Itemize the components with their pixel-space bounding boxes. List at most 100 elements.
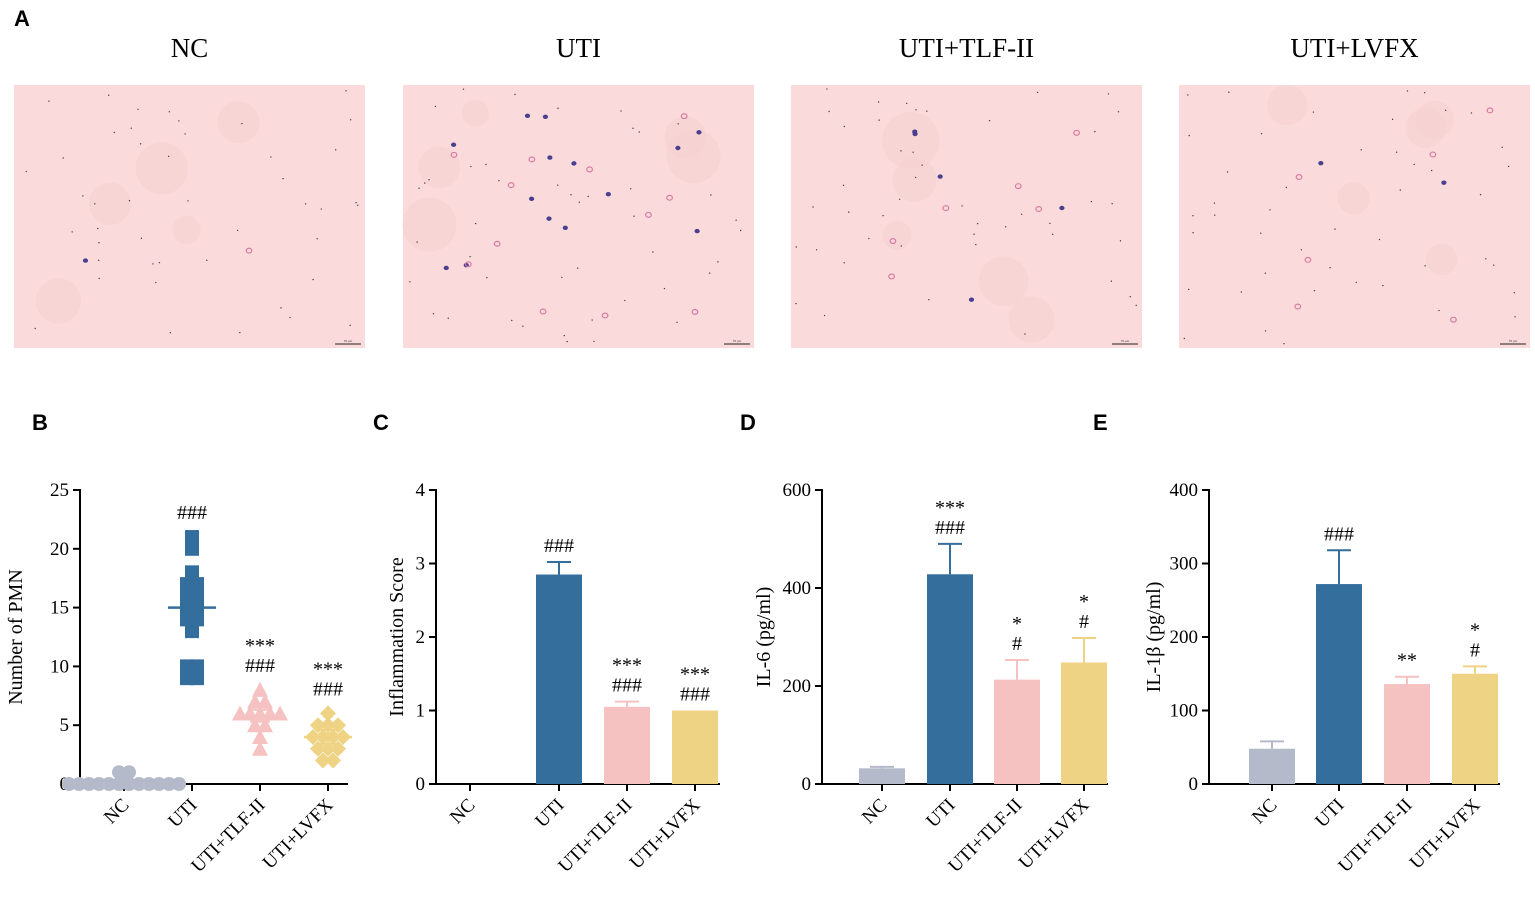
y-tick-label: 400: [1170, 480, 1199, 501]
y-tick-label: 4: [416, 480, 426, 501]
significance-label: ***: [245, 635, 275, 657]
x-tick-label-uti-lvfx: UTI+LVFX: [626, 794, 705, 873]
data-point: [257, 717, 273, 733]
debris-speck: [1117, 111, 1120, 113]
y-tick-label: 3: [416, 554, 426, 575]
debris-speck: [1004, 226, 1007, 228]
micrograph-title: UTI+LVFX: [1290, 33, 1419, 63]
pmn-cell: [546, 216, 552, 221]
debris-speck: [1188, 288, 1190, 291]
cell-outline: [889, 238, 897, 245]
micrograph-uti-tlf-ii: UTI+TLF-II 70 μm: [791, 33, 1142, 348]
bar-nc: [859, 768, 905, 784]
bar-nc: [1249, 748, 1295, 784]
debris-speck: [1391, 118, 1394, 121]
debris-speck: [576, 267, 579, 269]
debris-speck: [140, 237, 143, 240]
y-tick-label: 25: [50, 480, 69, 501]
debris-speck: [630, 188, 632, 190]
debris-speck: [1020, 213, 1023, 215]
debris-speck: [447, 317, 449, 319]
debris-speck: [717, 261, 719, 263]
debris-speck: [591, 319, 593, 321]
debris-speck: [900, 245, 902, 247]
debris-speck: [1444, 109, 1447, 112]
y-tick-label: 600: [783, 480, 812, 501]
debris-speck: [1264, 272, 1267, 274]
debris-speck: [812, 206, 814, 208]
debris-speck: [1285, 186, 1288, 189]
tissue-blotch: [882, 111, 940, 170]
debris-speck: [1183, 337, 1185, 340]
cell-outline: [1014, 183, 1022, 190]
tissue-blotch: [882, 221, 912, 250]
debris-speck: [97, 259, 100, 262]
x-tick-label-uti: UTI: [1311, 795, 1348, 832]
significance-label: *: [1470, 619, 1480, 641]
data-point: [320, 705, 336, 722]
debris-speck: [1260, 232, 1262, 234]
debris-speck: [282, 177, 284, 180]
debris-speck: [976, 222, 979, 225]
debris-speck: [34, 327, 36, 330]
debris-speck: [921, 164, 923, 166]
debris-speck: [178, 120, 180, 122]
cell-outline: [888, 273, 896, 280]
debris-speck: [1507, 165, 1510, 168]
debris-speck: [498, 179, 500, 182]
y-axis-title: IL-6 (pg/ml): [753, 587, 775, 688]
x-tick-label-nc: NC: [858, 795, 892, 829]
pmn-cell: [528, 196, 535, 202]
debris-speck: [1485, 258, 1487, 260]
x-tick-label-uti-lvfx: UTI+LVFX: [1406, 794, 1485, 873]
cell-outline: [1295, 174, 1303, 181]
debris-speck: [1110, 280, 1113, 282]
debris-speck: [1192, 232, 1194, 234]
debris-speck: [98, 242, 100, 244]
y-tick-label: 200: [1170, 627, 1199, 648]
debris-speck: [169, 332, 172, 334]
pmn-cell: [562, 225, 568, 231]
debris-speck: [1264, 330, 1267, 332]
debris-speck: [1406, 90, 1409, 92]
debris-speck: [677, 123, 679, 125]
cell-outline: [666, 194, 673, 201]
debris-speck: [139, 143, 142, 145]
bar-uti: [536, 574, 582, 784]
significance-label: *: [1012, 613, 1022, 635]
debris-speck: [108, 94, 110, 96]
bar-uti-lvfx: [672, 710, 718, 784]
debris-speck: [48, 100, 50, 102]
debris-speck: [289, 316, 291, 319]
bar-uti-tlf-ii: [994, 679, 1040, 784]
tissue-blotch: [135, 142, 188, 195]
y-axis-title: Inflammation Score: [386, 557, 408, 717]
debris-speck: [914, 176, 917, 179]
debris-speck: [187, 200, 189, 202]
debris-speck: [25, 170, 27, 173]
debris-speck: [486, 276, 488, 279]
tissue-blotch: [1337, 182, 1370, 215]
debris-speck: [158, 261, 161, 264]
cell-outline: [507, 182, 515, 189]
debris-speck: [1228, 91, 1230, 93]
debris-speck: [912, 151, 914, 153]
debris-speck: [137, 108, 139, 111]
debris-speck: [184, 133, 186, 135]
debris-speck: [1260, 133, 1263, 135]
debris-speck: [652, 251, 654, 253]
data-point: [257, 693, 273, 709]
debris-speck: [1514, 316, 1516, 318]
debris-speck: [1240, 291, 1243, 293]
debris-speck: [304, 203, 307, 205]
debris-speck: [739, 229, 742, 232]
debris-speck: [826, 88, 828, 90]
debris-speck: [270, 156, 272, 158]
debris-speck: [570, 194, 572, 196]
debris-speck: [563, 334, 565, 337]
debris-speck: [113, 131, 116, 134]
debris-speck: [961, 205, 963, 207]
debris-speck: [587, 195, 589, 198]
pmn-cell: [694, 228, 700, 234]
debris-speck: [514, 93, 516, 96]
